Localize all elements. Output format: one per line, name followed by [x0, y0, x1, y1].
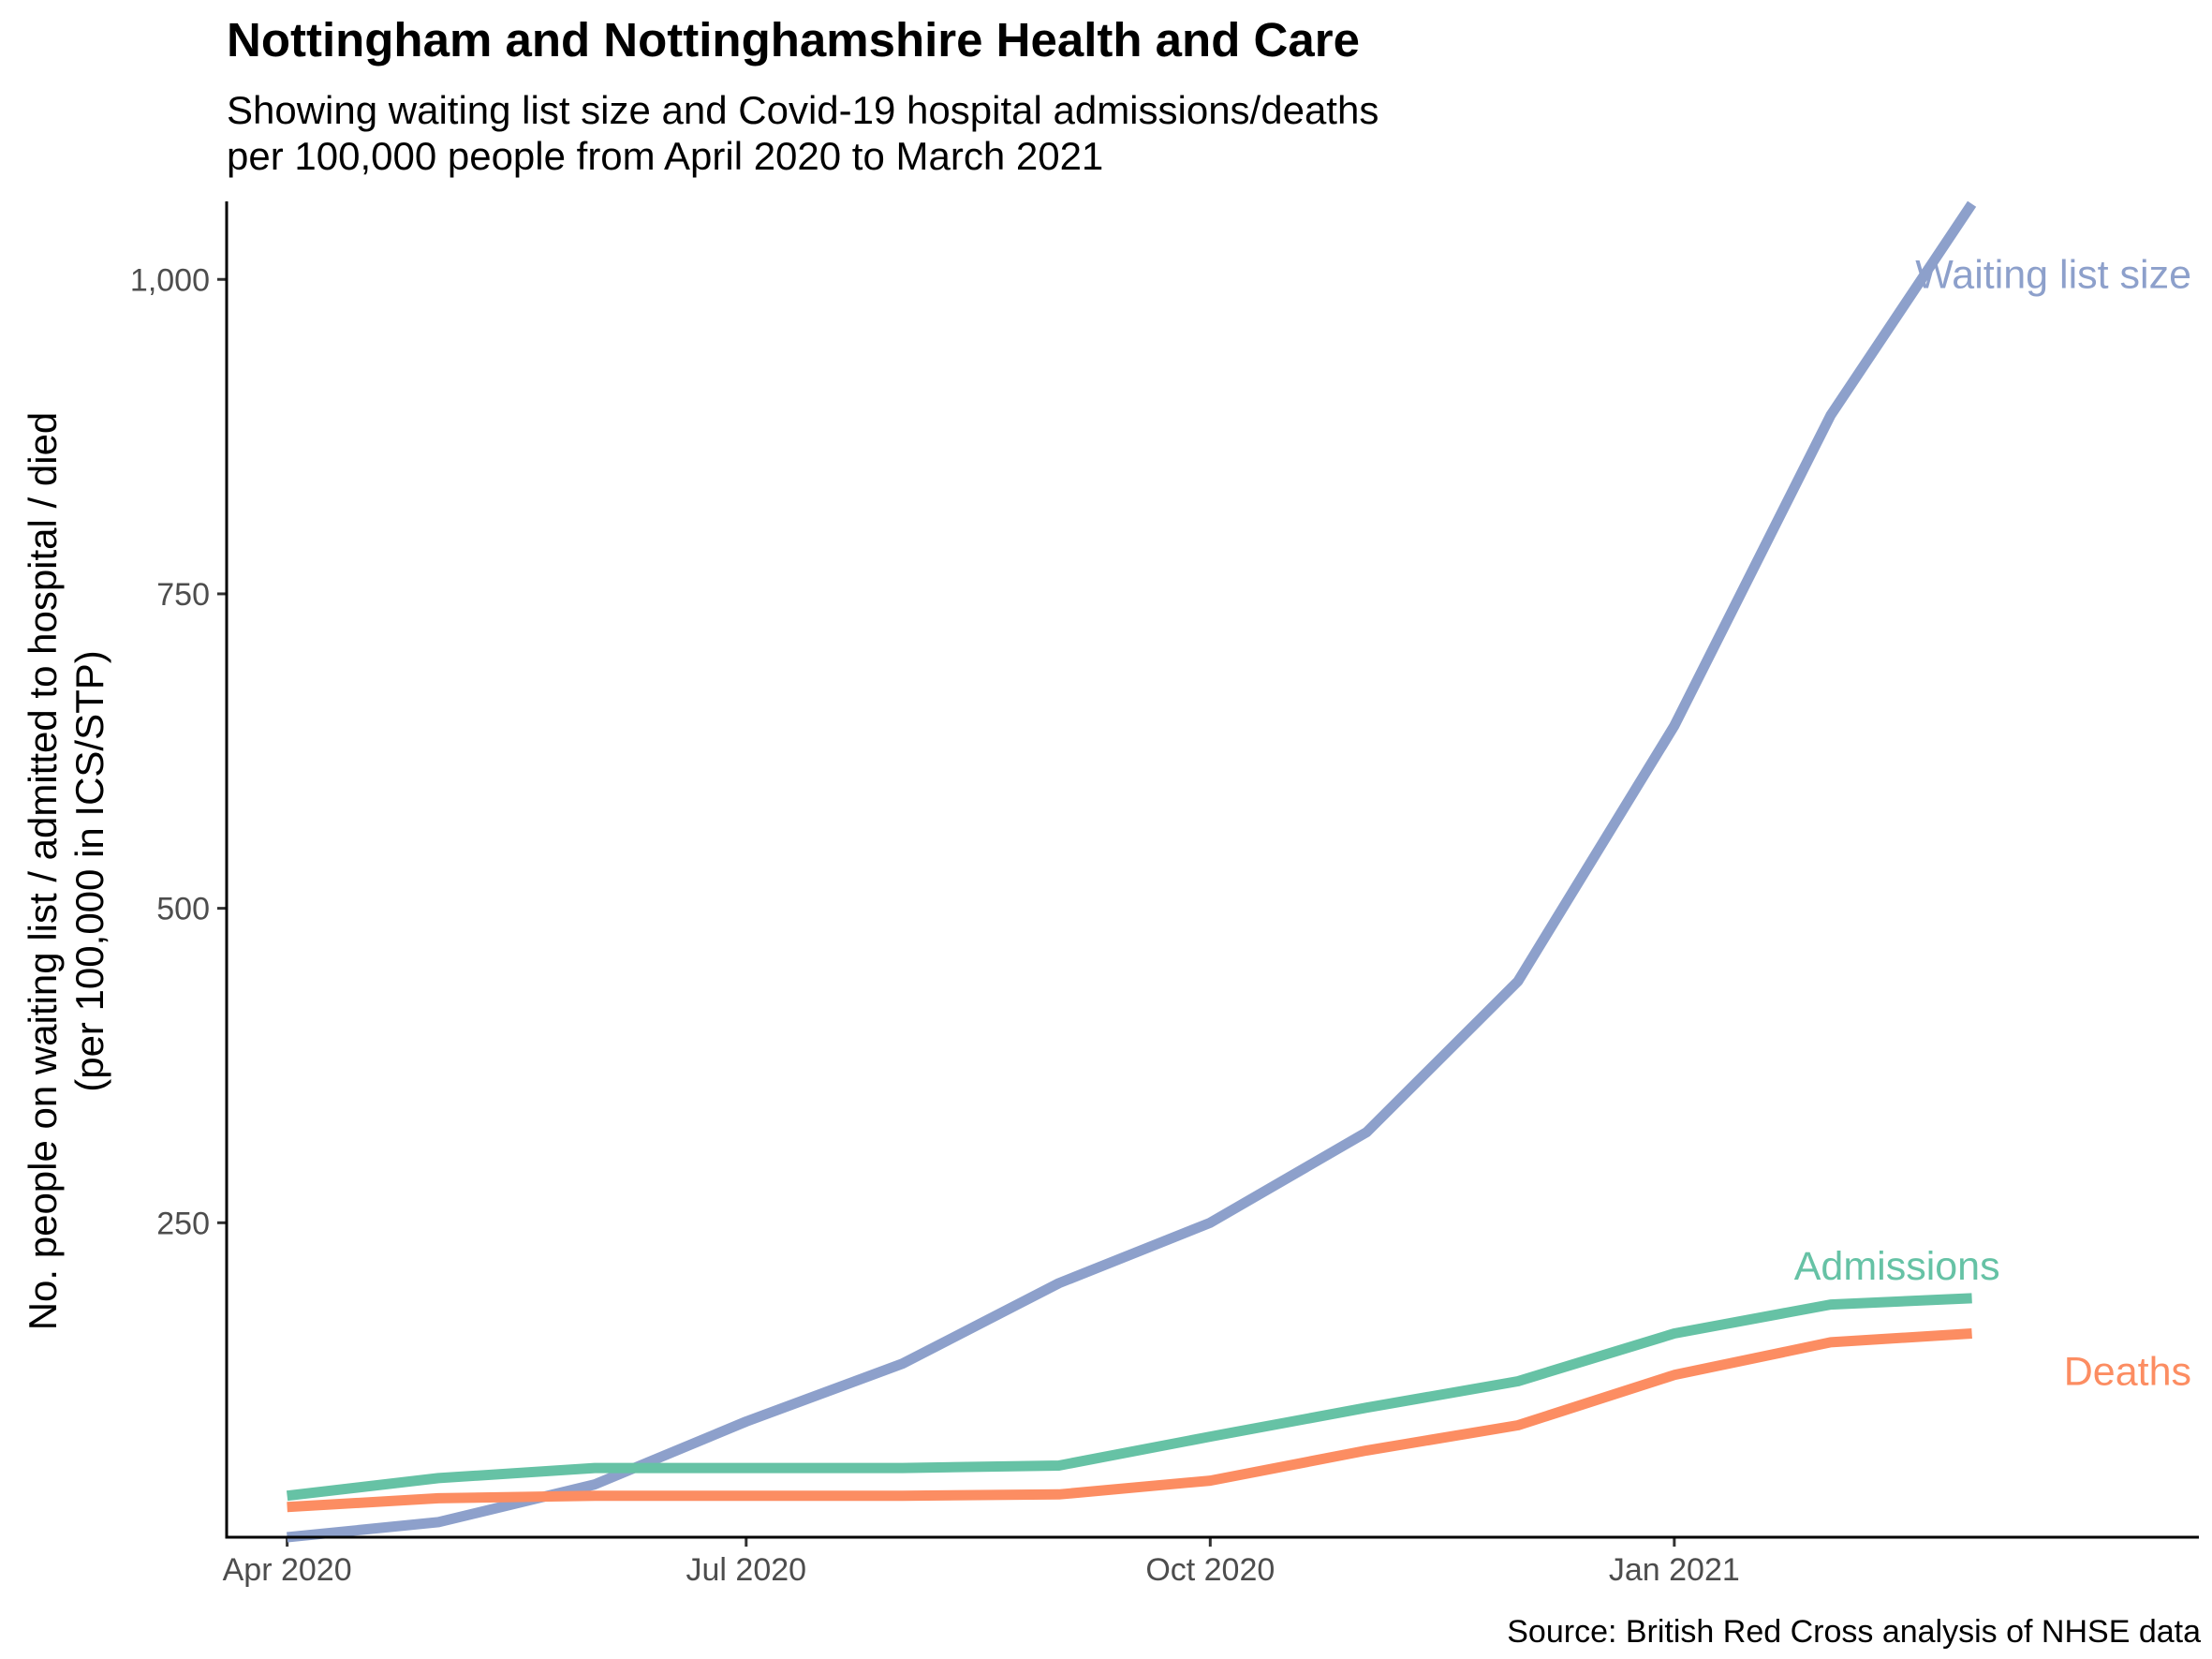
y-axis-title-line-2: (per 100,000 in ICS/STP) — [67, 650, 111, 1092]
y-axis-title: No. people on waiting list / admitted to… — [21, 412, 111, 1331]
x-tick-label: Jul 2020 — [686, 1552, 807, 1588]
y-tick-label: 500 — [156, 892, 210, 927]
series-label-waiting-list-size: Waiting list size — [1915, 253, 2191, 298]
y-axis-ticks: 250 500 750 1,000 — [130, 262, 227, 1241]
series-line-deaths — [287, 1328, 1972, 1513]
x-axis-ticks: Apr 2020 Jul 2020 Oct 2020 Jan 2021 — [223, 1537, 1740, 1588]
series-line-admissions — [286, 1293, 1972, 1502]
series-labels: Waiting list size Admissions Deaths — [1794, 253, 2191, 1395]
series-line-waiting-list-size — [287, 200, 1977, 1543]
x-tick-label: Apr 2020 — [223, 1552, 352, 1588]
y-tick-label: 750 — [156, 577, 210, 613]
y-tick-label: 250 — [156, 1206, 210, 1241]
chart-title: Nottingham and Nottinghamshire Health an… — [227, 13, 1360, 67]
chart-subtitle-line-2: per 100,000 people from April 2020 to Ma… — [227, 134, 1103, 178]
series-label-deaths: Deaths — [2064, 1349, 2191, 1394]
chart-caption: Source: British Red Cross analysis of NH… — [1507, 1614, 2201, 1650]
x-tick-label: Jan 2021 — [1609, 1552, 1740, 1588]
series-label-admissions: Admissions — [1794, 1244, 2000, 1289]
x-tick-label: Oct 2020 — [1145, 1552, 1275, 1588]
y-axis-title-line-1: No. people on waiting list / admitted to… — [21, 412, 65, 1331]
series-layer — [286, 200, 1977, 1543]
y-tick-label: 1,000 — [130, 262, 210, 298]
chart-subtitle-line-1: Showing waiting list size and Covid-19 h… — [227, 88, 1379, 132]
